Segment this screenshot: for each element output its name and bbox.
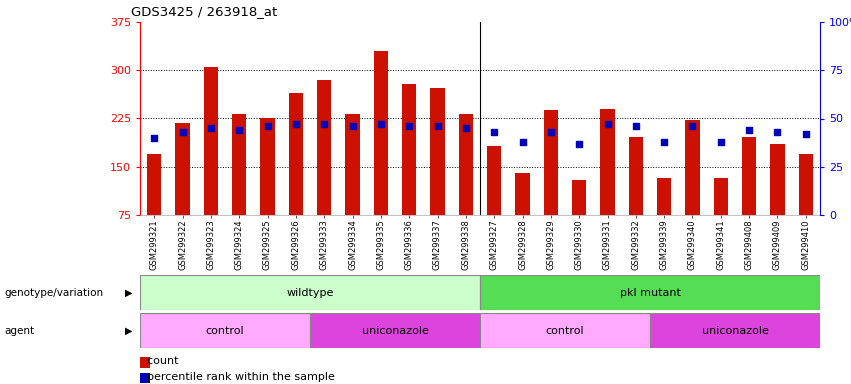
- Bar: [140, 275, 480, 310]
- Bar: [175, 123, 190, 215]
- Point: [346, 123, 359, 129]
- Bar: [374, 51, 388, 215]
- Text: uniconazole: uniconazole: [701, 326, 768, 336]
- Bar: [516, 173, 529, 215]
- Point: [686, 123, 700, 129]
- Point: [601, 121, 614, 127]
- Point: [714, 139, 728, 145]
- Point: [289, 121, 303, 127]
- Point: [544, 129, 557, 135]
- Bar: [140, 313, 310, 348]
- Point: [175, 129, 189, 135]
- Point: [374, 121, 388, 127]
- Bar: [402, 84, 416, 215]
- Bar: [431, 88, 444, 215]
- Point: [629, 123, 643, 129]
- Point: [771, 129, 785, 135]
- Point: [204, 125, 218, 131]
- Bar: [147, 154, 161, 215]
- Point: [657, 139, 671, 145]
- Bar: [572, 180, 586, 215]
- Bar: [601, 109, 614, 215]
- Bar: [288, 93, 303, 215]
- Point: [799, 131, 813, 137]
- Text: pkl mutant: pkl mutant: [620, 288, 681, 298]
- Bar: [685, 121, 700, 215]
- Bar: [232, 114, 246, 215]
- Point: [573, 141, 586, 147]
- Text: ▶: ▶: [125, 288, 132, 298]
- Bar: [459, 114, 473, 215]
- Point: [742, 127, 756, 133]
- Text: uniconazole: uniconazole: [362, 326, 428, 336]
- Point: [232, 127, 246, 133]
- Bar: [742, 137, 757, 215]
- Bar: [799, 154, 813, 215]
- Text: agent: agent: [4, 326, 34, 336]
- Text: control: control: [545, 326, 585, 336]
- Text: GDS3425 / 263918_at: GDS3425 / 263918_at: [132, 5, 277, 18]
- Bar: [657, 178, 671, 215]
- Bar: [714, 178, 728, 215]
- Text: ▶: ▶: [125, 326, 132, 336]
- Point: [317, 121, 331, 127]
- Point: [459, 125, 472, 131]
- Point: [260, 123, 274, 129]
- Text: genotype/variation: genotype/variation: [4, 288, 103, 298]
- Point: [516, 139, 529, 145]
- Point: [488, 129, 501, 135]
- Bar: [260, 119, 275, 215]
- Bar: [650, 313, 820, 348]
- Bar: [544, 110, 558, 215]
- Text: wildtype: wildtype: [286, 288, 334, 298]
- Point: [431, 123, 444, 129]
- Bar: [480, 275, 820, 310]
- Bar: [770, 144, 785, 215]
- Text: percentile rank within the sample: percentile rank within the sample: [140, 372, 335, 382]
- Bar: [487, 146, 501, 215]
- Point: [147, 135, 161, 141]
- Bar: [317, 80, 331, 215]
- Bar: [480, 313, 650, 348]
- Bar: [346, 114, 360, 215]
- Text: control: control: [206, 326, 244, 336]
- Point: [403, 123, 416, 129]
- Bar: [203, 67, 218, 215]
- Bar: [310, 313, 480, 348]
- Text: count: count: [140, 356, 179, 366]
- Bar: [629, 137, 643, 215]
